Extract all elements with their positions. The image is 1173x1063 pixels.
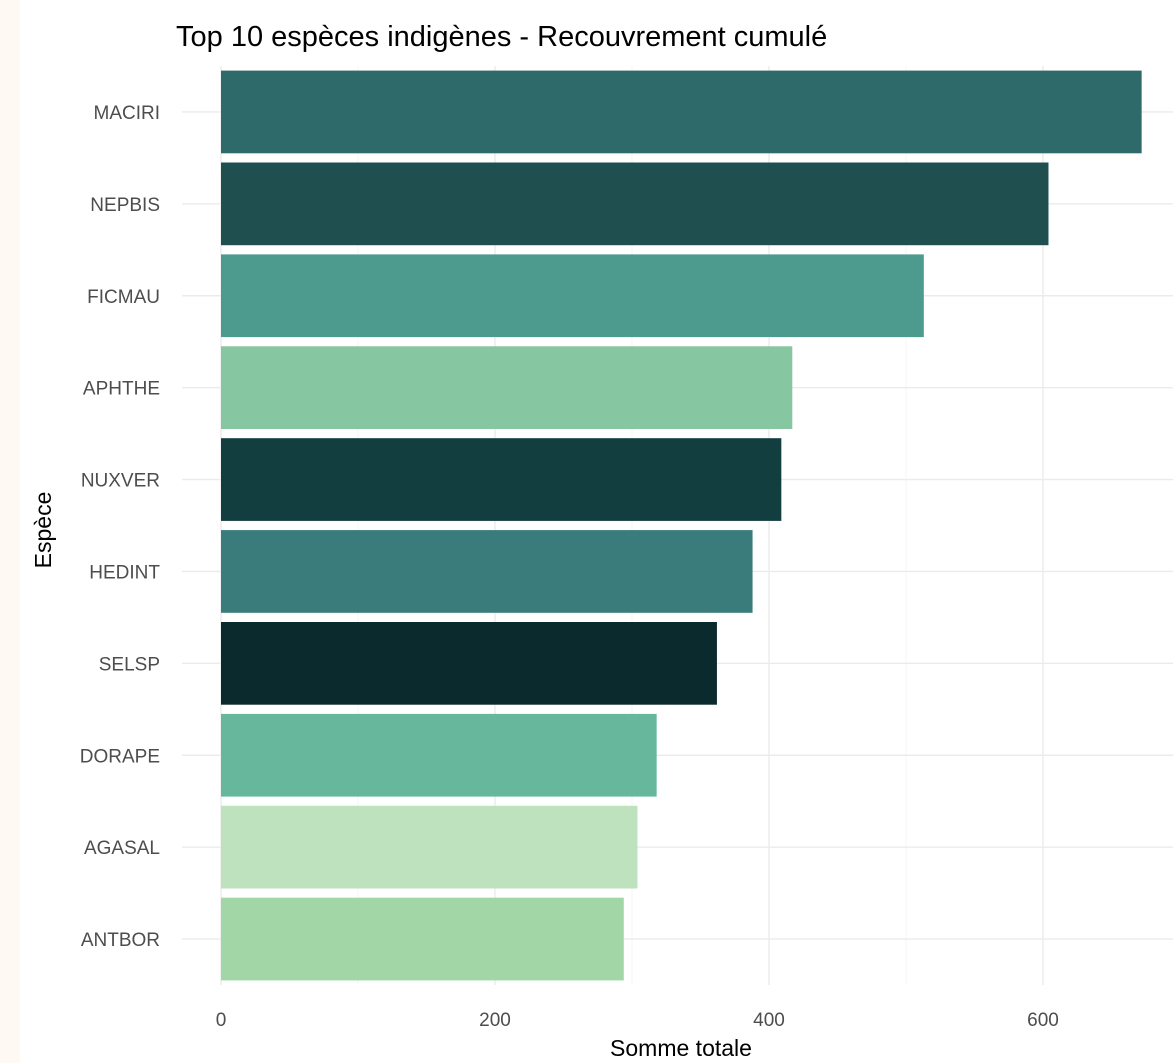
bar-antbor [221, 897, 624, 981]
bar-hedint [221, 530, 753, 613]
chart-title: Top 10 espèces indigènes - Recouvrement … [176, 21, 827, 53]
labels-layer: MACIRI NEPBIS FICMAU APHTHE NUXVER HEDINT SELS… [80, 103, 1059, 1031]
y-tick-label: AGASAL [84, 838, 160, 859]
bar-ficmau [221, 254, 924, 338]
bar-dorape [221, 713, 657, 797]
y-tick-label: NEPBIS [90, 195, 160, 216]
y-tick-label: HEDINT [89, 562, 160, 583]
bar-nepbis [221, 162, 1049, 246]
y-tick-label: MACIRI [94, 103, 161, 124]
x-tick-label: 400 [753, 1010, 785, 1031]
bar-maciri [221, 70, 1142, 154]
x-tick-label: 200 [479, 1010, 511, 1031]
x-tick-label: 600 [1027, 1010, 1059, 1031]
x-tick-label: 0 [216, 1010, 227, 1031]
bar-aphthe [221, 346, 793, 430]
y-tick-label: ANTBOR [81, 930, 160, 951]
y-axis-title: Espèce [30, 492, 56, 569]
x-axis-title: Somme totale [610, 1035, 752, 1061]
bar-agasal [221, 805, 638, 889]
y-tick-label: FICMAU [87, 287, 160, 308]
bar-selsp [221, 621, 717, 705]
y-tick-label: APHTHE [83, 379, 160, 400]
bars-layer [221, 70, 1142, 981]
y-tick-label: DORAPE [80, 746, 160, 767]
y-tick-label: NUXVER [81, 471, 160, 492]
bar-nuxver [221, 438, 782, 521]
y-tick-label: SELSP [99, 654, 160, 675]
